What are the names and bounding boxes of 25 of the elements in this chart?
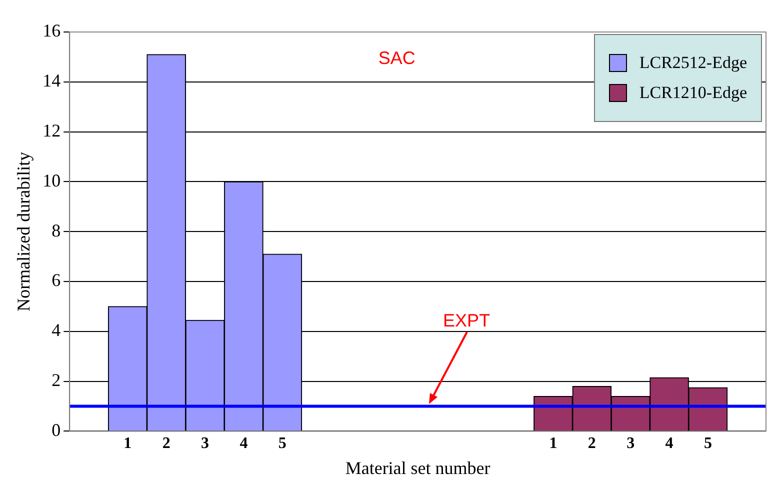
x-tick-label: 1 — [549, 434, 558, 452]
x-tick-label: 5 — [704, 434, 712, 452]
x-tick-label: 2 — [162, 434, 170, 452]
x-tick-label: 4 — [665, 434, 674, 452]
x-tick-label: 4 — [240, 434, 248, 452]
x-axis-title: Material set number — [345, 458, 490, 478]
y-tick-label: 0 — [52, 420, 61, 440]
x-tick-label: 3 — [201, 434, 210, 452]
x-tick-label: 1 — [124, 434, 132, 452]
y-axis-title: Normalized durability — [14, 152, 34, 312]
y-tick-label: 12 — [42, 120, 61, 141]
y-tick-label: 4 — [52, 320, 61, 340]
annotation: SAC — [378, 48, 416, 68]
y-tick-label: 16 — [42, 20, 61, 41]
y-tick-label: 6 — [52, 270, 61, 290]
y-tick-label: 10 — [42, 170, 61, 190]
x-tick-label: 5 — [278, 434, 286, 452]
legend-label: LCR2512-Edge — [639, 53, 747, 73]
x-tick-label: 2 — [588, 434, 596, 452]
legend-label: LCR1210-Edge — [639, 83, 747, 103]
y-tick-label: 14 — [42, 70, 61, 91]
ref-line-label: EXPT — [443, 310, 490, 330]
y-tick-label: 2 — [52, 370, 61, 390]
x-tick-label: 3 — [626, 434, 635, 452]
y-tick-label: 8 — [52, 220, 61, 240]
